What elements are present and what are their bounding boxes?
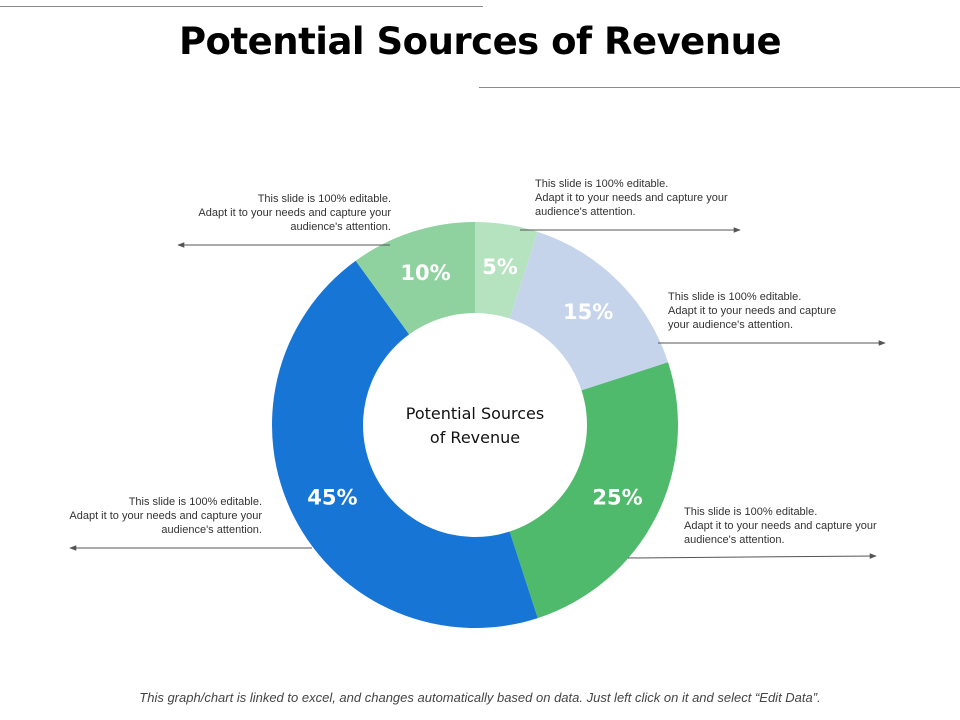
top-divider <box>0 6 483 7</box>
callout-top-right: This slide is 100% editable. Adapt it to… <box>535 177 765 219</box>
callout-line: This slide is 100% editable. <box>684 506 818 518</box>
callout-line: audience's attention. <box>161 524 262 536</box>
callout-line: This slide is 100% editable. <box>128 496 262 508</box>
donut-slice-3[interactable] <box>509 362 678 619</box>
callout-line: This slide is 100% editable. <box>668 291 802 303</box>
title-divider <box>479 87 960 88</box>
slice-label-4: 45% <box>307 486 357 510</box>
callout-arrow-5 <box>627 553 877 559</box>
callout-line: Adapt it to your needs and capture <box>668 305 837 317</box>
callout-line: Adapt it to your needs and capture your <box>684 520 877 532</box>
callout-line: audience's attention. <box>290 221 391 233</box>
callout-top-left: This slide is 100% editable. Adapt it to… <box>150 192 391 234</box>
callout-line: This slide is 100% editable. <box>535 178 669 190</box>
donut-slice-4[interactable] <box>272 260 538 628</box>
donut-center-label: Potential Sources of Revenue <box>375 402 575 450</box>
callout-line: Adapt it to your needs and capture your <box>535 192 728 204</box>
donut-slice-2[interactable] <box>509 231 669 391</box>
callout-middle-right: This slide is 100% editable. Adapt it to… <box>668 290 868 332</box>
callout-line: audience's attention. <box>535 206 636 218</box>
slice-label-1: 5% <box>482 255 518 279</box>
callout-bottom-right: This slide is 100% editable. Adapt it to… <box>684 505 914 547</box>
slice-label-3: 25% <box>592 486 642 510</box>
center-label-line2: of Revenue <box>429 428 521 447</box>
donut-slice-5[interactable] <box>355 222 475 335</box>
callout-line: your audience's attention. <box>668 319 794 331</box>
page-title: Potential Sources of Revenue <box>178 20 782 63</box>
callout-line: audience's attention. <box>684 534 785 546</box>
footer-note: This graph/chart is linked to excel, and… <box>139 690 821 705</box>
slice-label-5: 10% <box>400 261 450 285</box>
center-label-line1: Potential Sources <box>405 404 545 423</box>
callout-bottom-left: This slide is 100% editable. Adapt it to… <box>30 495 262 537</box>
callout-line: This slide is 100% editable. <box>257 193 391 205</box>
donut-slice-1[interactable] <box>475 222 538 319</box>
slice-label-2: 15% <box>563 300 613 324</box>
callout-line: Adapt it to your needs and capture your <box>198 207 391 219</box>
callout-line: Adapt it to your needs and capture your <box>69 510 262 522</box>
